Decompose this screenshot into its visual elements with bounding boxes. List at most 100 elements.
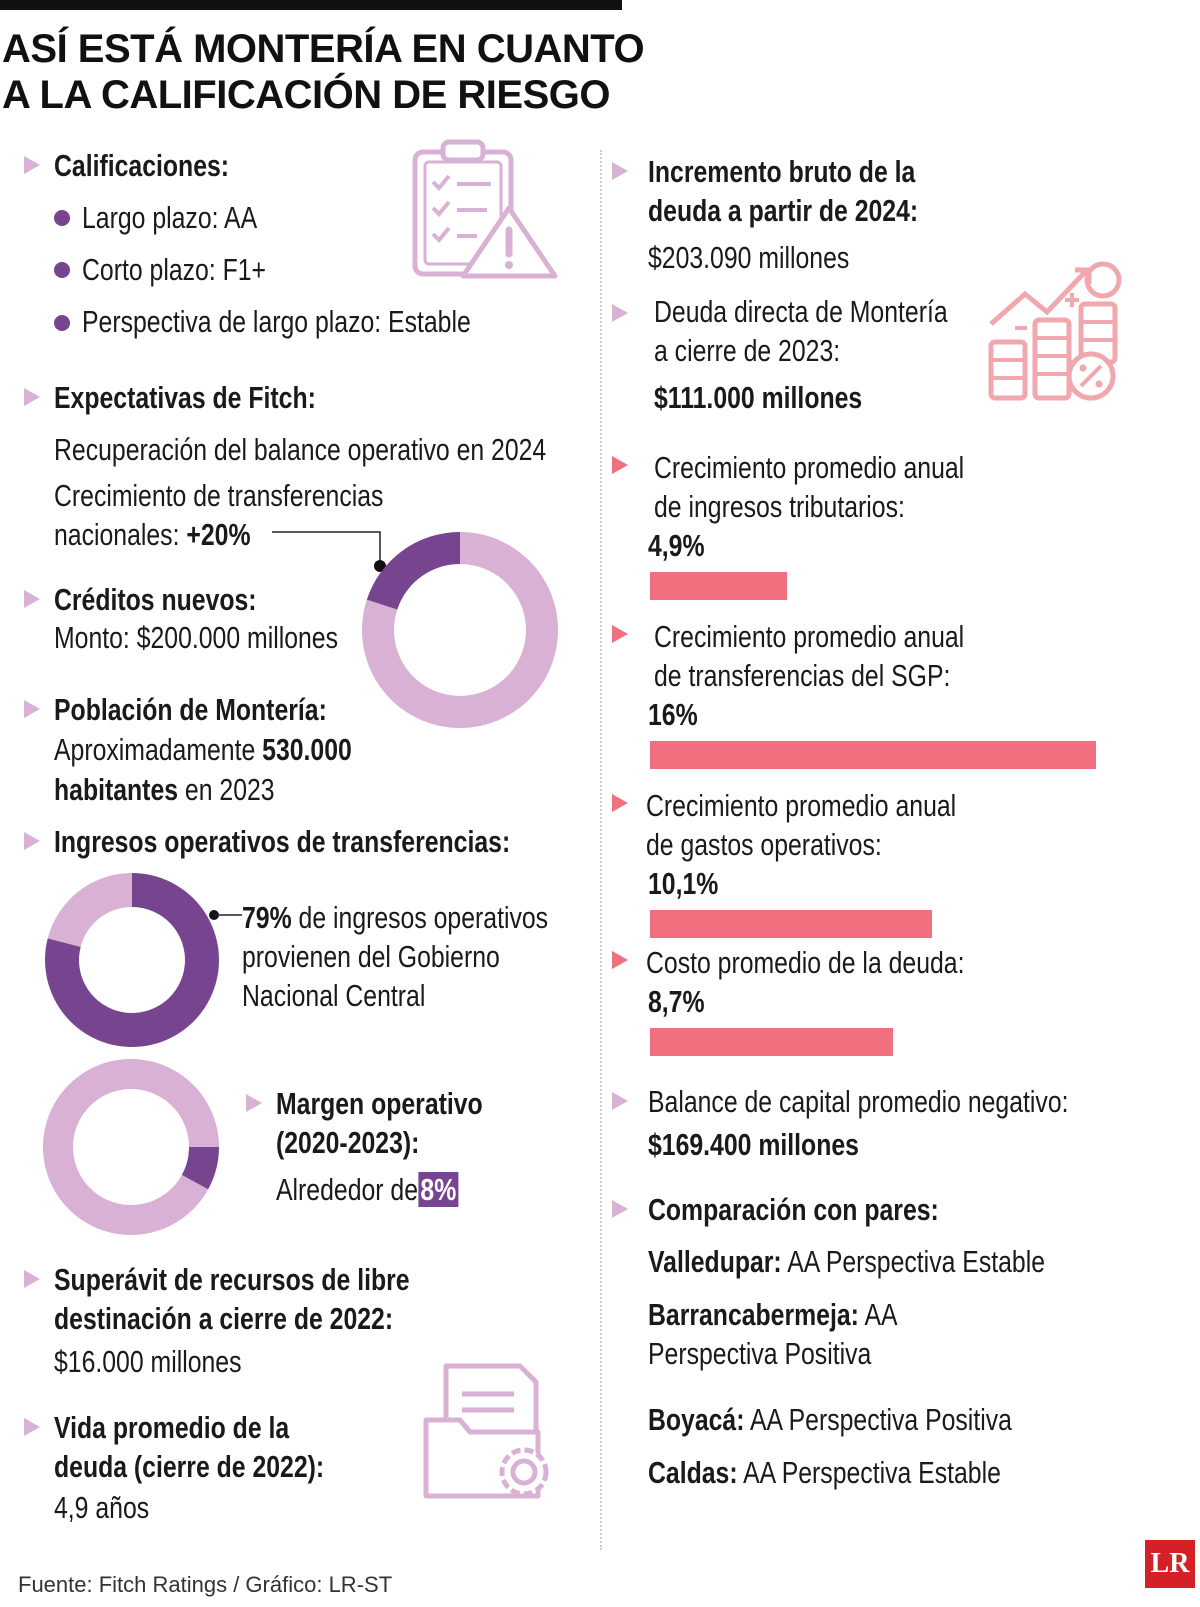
par-barrancabermeja-line-2: Perspectiva Positiva <box>648 1336 872 1371</box>
calificaciones-heading: Calificaciones: <box>54 148 230 183</box>
ingresos-value: 79% <box>242 900 292 935</box>
fitch-heading: Expectativas de Fitch: <box>54 380 316 415</box>
par-value: AA Perspectiva Estable <box>787 1244 1045 1279</box>
bar <box>650 741 1096 769</box>
rating-value: Estable <box>388 304 471 339</box>
bar-category-label: Costo promedio de la deuda: <box>646 945 965 980</box>
folder-gear-icon <box>423 1363 549 1499</box>
ingresos-heading: Ingresos operativos de transferencias: <box>54 824 511 859</box>
incremento-value: $203.090 millones <box>648 240 850 275</box>
bar <box>650 572 787 600</box>
fitch-line-3-prefix: nacionales: <box>54 517 180 552</box>
par-name: Barrancabermeja: <box>648 1297 859 1332</box>
par-name: Boyacá: <box>648 1402 745 1437</box>
bar-category-label: Crecimiento promedio anual <box>646 788 957 823</box>
fitch-line-2: Crecimiento de transferencias <box>54 478 384 513</box>
bar-category-label: de ingresos tributarios: <box>654 489 905 524</box>
donut-slice-0 <box>366 532 460 610</box>
fitch-transfer-value: +20% <box>186 517 251 552</box>
bullet-triangle <box>612 1092 628 1110</box>
poblacion-value: 530.000 <box>262 732 352 767</box>
vida-value: 4,9 años <box>54 1490 150 1525</box>
bullet-triangle-pink <box>612 951 628 969</box>
margen-badge: 8% <box>418 1172 459 1207</box>
vida-heading-1: Vida promedio de la <box>54 1410 290 1445</box>
poblacion-heading: Población de Montería: <box>54 692 327 727</box>
donut-slice-1 <box>47 873 132 947</box>
bar-category-label: Crecimiento promedio anual <box>654 619 965 654</box>
bullet-triangle <box>612 162 628 180</box>
superavit-heading-1: Superávit de recursos de libre <box>54 1262 410 1297</box>
lr-logo: LR <box>1145 1540 1195 1588</box>
poblacion-suffix: en 2023 <box>184 772 275 807</box>
par-barrancabermeja: Barrancabermeja: AA <box>648 1295 898 1335</box>
bullet-triangle-pink <box>612 625 628 643</box>
deuda-line-1: Deuda directa de Montería <box>654 294 948 329</box>
margen-prefix: Alrededor de <box>276 1172 419 1207</box>
balance-value: $169.400 millones <box>648 1127 859 1162</box>
incremento-heading-1: Incremento bruto de la <box>648 154 916 189</box>
deuda-value: $111.000 millones <box>654 380 863 415</box>
bullet-triangle <box>246 1094 262 1112</box>
rating-label: Largo plazo: <box>82 200 219 235</box>
bar <box>650 910 932 938</box>
poblacion-value-2: habitantes <box>54 772 179 807</box>
par-caldas: Caldas: AA Perspectiva Estable <box>648 1453 1001 1493</box>
par-boyaca: Boyacá: AA Perspectiva Positiva <box>648 1400 1012 1440</box>
rating-perspectiva: Perspectiva de largo plazo: Estable <box>82 302 471 342</box>
deuda-line-2: a cierre de 2023: <box>654 333 841 368</box>
creditos-heading: Créditos nuevos: <box>54 582 257 617</box>
rating-value: AA <box>224 200 258 235</box>
bullet-triangle-pink <box>612 794 628 812</box>
bar-value-label: 16% <box>648 697 698 732</box>
bar <box>650 1028 893 1056</box>
donut-transferencias <box>362 532 558 728</box>
par-value: AA Perspectiva Positiva <box>750 1402 1012 1437</box>
par-name: Valledupar: <box>648 1244 782 1279</box>
superavit-heading-2: destinación a cierre de 2022: <box>54 1301 394 1336</box>
bar-category-label: de gastos operativos: <box>646 827 882 862</box>
bullet-triangle <box>612 1200 628 1218</box>
margen-line: Alrededor de8% <box>276 1170 459 1210</box>
margen-heading-1: Margen operativo <box>276 1086 483 1121</box>
rating-largo-plazo: Largo plazo: AA <box>82 198 257 238</box>
poblacion-line-1: Aproximadamente 530.000 <box>54 730 352 770</box>
margen-heading-2: (2020-2023): <box>276 1125 420 1160</box>
bullet-dot <box>54 315 70 331</box>
bar-value-label: 10,1% <box>648 866 719 901</box>
bullet-triangle <box>24 590 40 608</box>
superavit-value: $16.000 millones <box>54 1344 242 1379</box>
bullet-dot <box>54 262 70 278</box>
poblacion-line-2: habitantes en 2023 <box>54 770 275 810</box>
growth-coins-icon <box>988 261 1122 401</box>
ingresos-line-2: provienen del Gobierno <box>242 939 500 974</box>
page-title: ASÍ ESTÁ MONTERÍA EN CUANTO A LA CALIFIC… <box>2 26 645 118</box>
rating-label: Perspectiva de largo plazo: <box>82 304 382 339</box>
par-name: Caldas: <box>648 1455 738 1490</box>
par-valledupar: Valledupar: AA Perspectiva Estable <box>648 1242 1045 1282</box>
rating-corto-plazo: Corto plazo: F1+ <box>82 250 266 290</box>
fitch-line-1: Recuperación del balance operativo en 20… <box>54 432 547 467</box>
donut-slice-0 <box>181 1147 219 1190</box>
bullet-triangle <box>612 304 628 322</box>
donut-slice-1 <box>42 1059 219 1235</box>
donut-ingresos <box>45 873 219 1047</box>
donut-slice-0 <box>45 873 219 1047</box>
bullet-triangle <box>24 156 40 174</box>
par-value: AA Perspectiva Estable <box>743 1455 1001 1490</box>
bullet-triangle <box>24 1418 40 1436</box>
bar-category-label: Crecimiento promedio anual <box>654 450 965 485</box>
ingresos-line-3: Nacional Central <box>242 978 426 1013</box>
creditos-line: Monto: $200.000 millones <box>54 620 339 655</box>
rating-label: Corto plazo: <box>82 252 216 287</box>
poblacion-prefix: Aproximadamente <box>54 732 256 767</box>
pares-heading: Comparación con pares: <box>648 1192 939 1227</box>
vida-heading-2: deuda (cierre de 2022): <box>54 1449 325 1484</box>
bullet-dot <box>54 210 70 226</box>
title-line-1: ASÍ ESTÁ MONTERÍA EN CUANTO <box>2 27 645 71</box>
balance-line: Balance de capital promedio negativo: <box>648 1084 1069 1119</box>
bar-value-label: 4,9% <box>648 528 705 563</box>
rating-value: F1+ <box>222 252 267 287</box>
bullet-triangle <box>24 1270 40 1288</box>
bullet-triangle <box>24 388 40 406</box>
